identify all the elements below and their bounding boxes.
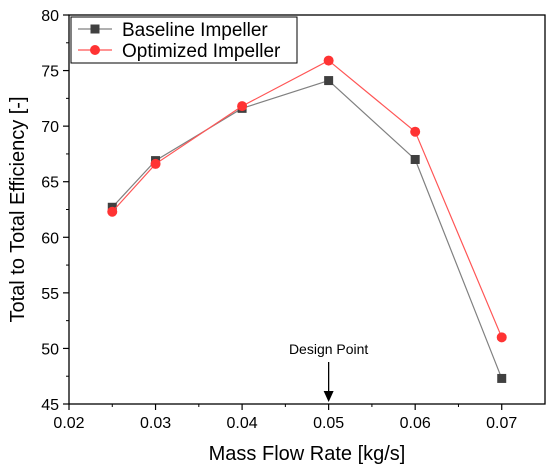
series-1 <box>107 76 507 383</box>
x-tick-label: 0.04 <box>227 415 258 432</box>
x-tick-label: 0.02 <box>53 415 84 432</box>
legend-box <box>70 16 298 64</box>
x-tick-label: 0.07 <box>486 415 517 432</box>
y-tick-label: 60 <box>41 230 59 247</box>
series-line <box>111 79 503 379</box>
series-line <box>111 59 503 338</box>
series-2 <box>107 55 507 343</box>
design-point-label: Design Point <box>289 341 368 357</box>
y-tick-label: 55 <box>41 286 59 303</box>
x-tick-label: 0.03 <box>140 415 171 432</box>
data-point <box>107 206 118 217</box>
data-point <box>410 126 421 137</box>
data-point <box>237 101 248 112</box>
y-axis-title: Total to Total Efficiency [-] <box>7 96 29 322</box>
y-tick-label: 65 <box>41 175 59 192</box>
y-tick-label: 45 <box>41 397 59 414</box>
data-point <box>497 373 507 383</box>
y-tick-label: 75 <box>41 64 59 81</box>
y-tick-label: 80 <box>41 8 59 25</box>
y-tick-label: 70 <box>41 119 59 136</box>
legend-label: Baseline Impeller <box>122 20 268 41</box>
y-tick-label: 50 <box>41 341 59 358</box>
data-point <box>323 55 334 66</box>
series-group <box>107 55 507 383</box>
data-point <box>410 154 420 164</box>
design-point-arrow-head <box>323 391 334 402</box>
x-tick-label: 0.06 <box>400 415 431 432</box>
legend-label: Optimized Impeller <box>122 41 281 62</box>
legend-marker <box>90 45 100 55</box>
data-point <box>150 158 161 169</box>
data-point <box>496 332 507 343</box>
data-point <box>324 76 334 86</box>
axis-ticks: 0.02 0.03 0.04 0.05 0.06 0.07 45 50 55 60 65 70 75 80 <box>41 8 517 432</box>
x-axis-title: Mass Flow Rate [kg/s] <box>209 443 406 465</box>
legend-marker <box>90 24 100 34</box>
x-tick-label: 0.05 <box>313 415 344 432</box>
annotations: Design Point <box>289 341 368 402</box>
